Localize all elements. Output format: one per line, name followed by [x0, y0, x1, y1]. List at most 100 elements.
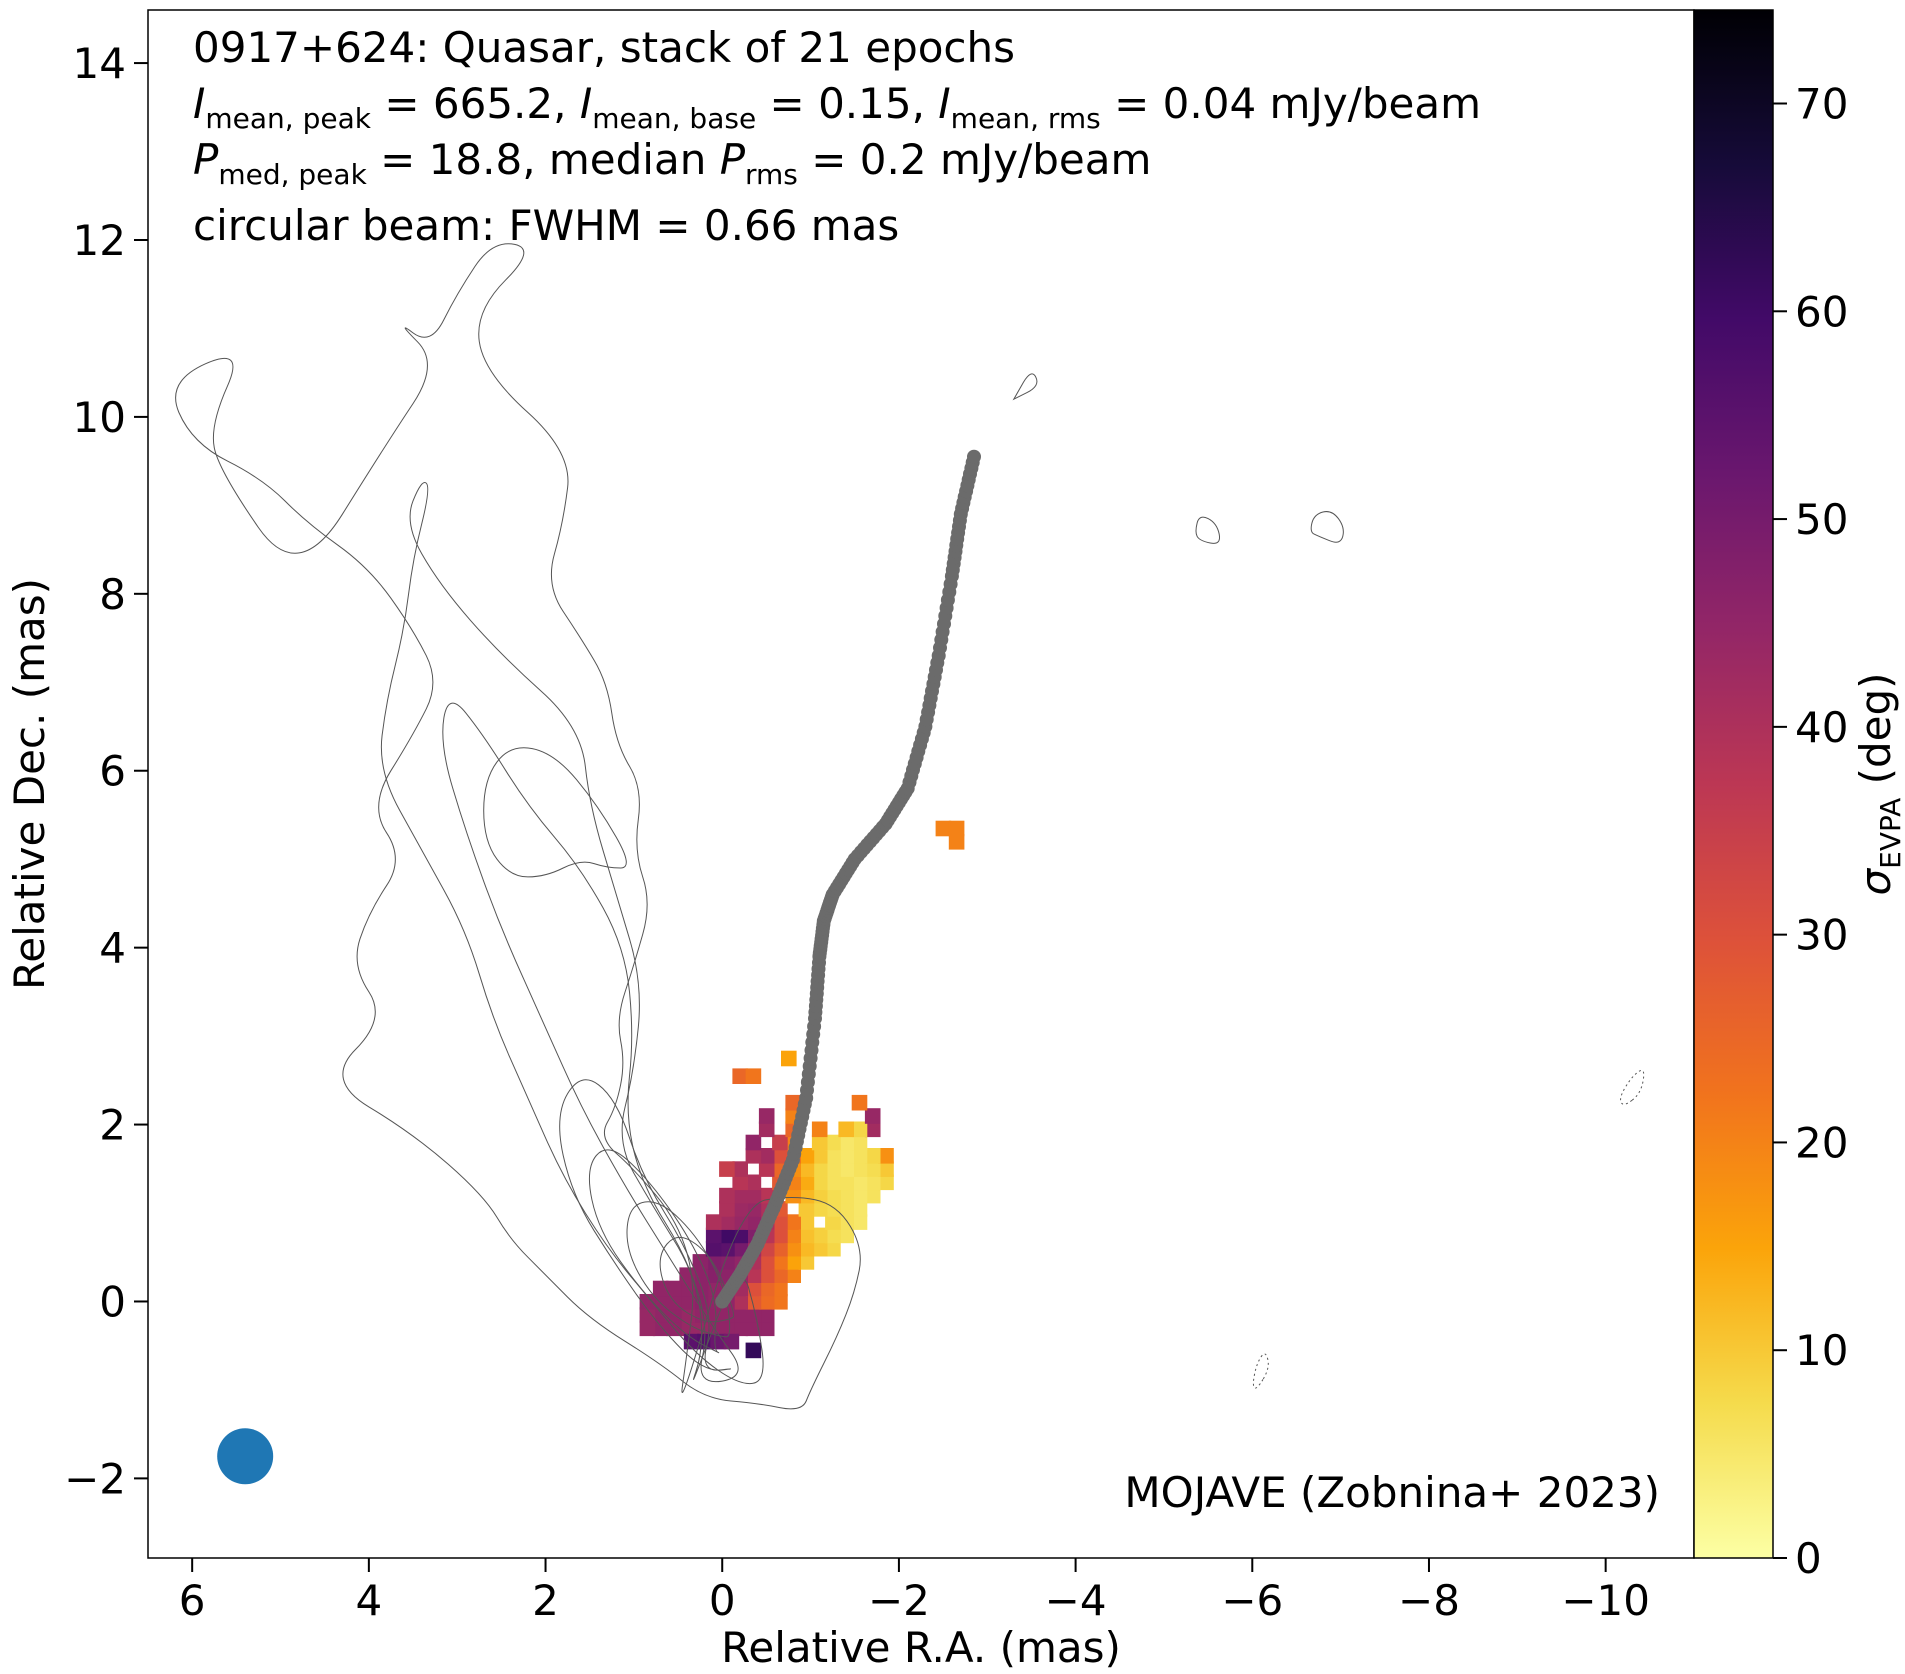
- evpa-pixel: [785, 1227, 801, 1244]
- evpa-pixel: [745, 1187, 762, 1204]
- evpa-pixel: [732, 1294, 748, 1310]
- colorbar-label-unit: (deg): [1851, 672, 1900, 797]
- evpa-pixel: [652, 1307, 669, 1323]
- evpa-pixel: [811, 1227, 828, 1244]
- evpa-pixel: [772, 1294, 788, 1310]
- evpa-pixel: [679, 1267, 695, 1283]
- colorbar-tick-label: 50: [1795, 495, 1848, 544]
- evpa-pixel: [758, 1280, 775, 1297]
- evpa-pixel: [798, 1227, 815, 1244]
- colorbar-tick-label: 10: [1795, 1326, 1848, 1375]
- evpa-pixel: [732, 1068, 748, 1084]
- credit-text: MOJAVE (Zobnina+ 2023): [1124, 1468, 1660, 1517]
- evpa-pixel: [838, 1201, 854, 1217]
- y-axis-label: Relative Dec. (mas): [5, 578, 54, 990]
- evpa-pixel: [948, 820, 965, 837]
- evpa-pixel: [935, 820, 952, 837]
- evpa-pixel: [851, 1134, 868, 1151]
- evpa-pixel: [745, 1214, 762, 1230]
- contour-line: [1252, 1353, 1269, 1389]
- evpa-pixel: [878, 1174, 894, 1191]
- beam-ellipse: [217, 1428, 274, 1485]
- colorbar-label: σEVPA (deg): [1851, 672, 1905, 895]
- evpa-pixel: [864, 1187, 881, 1204]
- evpa-pixel: [772, 1267, 788, 1283]
- x-tick-label: 0: [709, 1576, 736, 1625]
- evpa-pixel: [785, 1214, 801, 1230]
- evpa-pixel: [948, 834, 965, 850]
- contour-line: [483, 747, 627, 878]
- colorbar-ticks: 0 10 20 30 40 50 60 70: [1773, 80, 1848, 1583]
- intensity-contours: [175, 243, 1645, 1410]
- evpa-pixel: [798, 1214, 815, 1230]
- evpa-pixel: [705, 1240, 722, 1257]
- evpa-pixel: [732, 1214, 748, 1230]
- evpa-pixel: [732, 1307, 748, 1323]
- plot-annotation: 0917+624: Quasar, stack of 21 epochs Imea…: [193, 23, 1481, 250]
- colorbar: [1693, 9, 1774, 1559]
- contour-line: [1195, 516, 1221, 544]
- evpa-pixel: [798, 1254, 815, 1270]
- evpa-pixel: [838, 1121, 854, 1138]
- evpa-pixel: [772, 1134, 788, 1151]
- evpa-pixel: [785, 1187, 801, 1204]
- evpa-pixel: [811, 1174, 828, 1191]
- evpa-pixel: [785, 1267, 801, 1283]
- evpa-pixel: [666, 1280, 682, 1297]
- evpa-pixel: [732, 1320, 748, 1337]
- evpa-pixel: [798, 1174, 815, 1191]
- evpa-pixel: [838, 1148, 854, 1164]
- x-tick-label: −4: [1045, 1576, 1107, 1625]
- evpa-pixel: [851, 1214, 868, 1230]
- evpa-pixel: [745, 1294, 762, 1310]
- evpa-pixel: [758, 1161, 775, 1177]
- evpa-pixel: [710, 1333, 726, 1350]
- evpa-pixel: [758, 1307, 775, 1323]
- evpa-pixel: [758, 1121, 775, 1138]
- evpa-pixel: [705, 1214, 722, 1230]
- evpa-pixel: [772, 1240, 788, 1257]
- evpa-pixel: [745, 1342, 762, 1359]
- evpa-pixel: [851, 1161, 868, 1177]
- evpa-pixel: [851, 1201, 868, 1217]
- y-tick-label: 2: [99, 1101, 126, 1150]
- colorbar-tick-label: 20: [1795, 1118, 1848, 1167]
- evpa-pixel: [851, 1121, 868, 1138]
- evpa-pixel: [719, 1320, 735, 1337]
- y-axis-ticks: −2 0 2 4 6 8 10 12 14: [64, 39, 148, 1503]
- evpa-pixel: [719, 1227, 735, 1244]
- contour-line: [1310, 511, 1344, 543]
- evpa-pixel: [758, 1267, 775, 1283]
- y-tick-label: 6: [99, 747, 126, 796]
- evpa-pixel: [639, 1294, 656, 1310]
- evpa-pixel: [811, 1201, 828, 1217]
- y-tick-label: 10: [73, 393, 126, 442]
- evpa-pixel: [851, 1174, 868, 1191]
- evpa-pixel: [825, 1187, 841, 1204]
- evpa-pixel: [639, 1307, 656, 1323]
- evpa-pixel: [838, 1161, 854, 1177]
- evpa-pixel: [732, 1240, 748, 1257]
- evpa-pixel: [838, 1187, 854, 1204]
- evpa-pixel: [851, 1094, 868, 1111]
- evpa-pixel: [772, 1148, 788, 1164]
- evpa-pixel: [772, 1254, 788, 1270]
- colorbar-tick-label: 60: [1795, 287, 1848, 336]
- contour-line: [442, 702, 739, 1383]
- evpa-pixel: [811, 1121, 828, 1138]
- evpa-pixel: [745, 1307, 762, 1323]
- evpa-pixel: [851, 1148, 868, 1164]
- evpa-pixel: [745, 1134, 762, 1151]
- evpa-pixel: [679, 1294, 695, 1310]
- evpa-pixel: [825, 1174, 841, 1191]
- y-tick-label: 14: [73, 39, 126, 88]
- evpa-pixel: [798, 1148, 815, 1164]
- evpa-pixel: [758, 1108, 775, 1124]
- evpa-pixel: [851, 1187, 868, 1204]
- x-tick-label: −10: [1561, 1576, 1650, 1625]
- evpa-pixel: [825, 1148, 841, 1164]
- contour-line: [659, 1236, 735, 1323]
- evpa-pixel: [758, 1254, 775, 1270]
- contour-line: [1620, 1069, 1645, 1105]
